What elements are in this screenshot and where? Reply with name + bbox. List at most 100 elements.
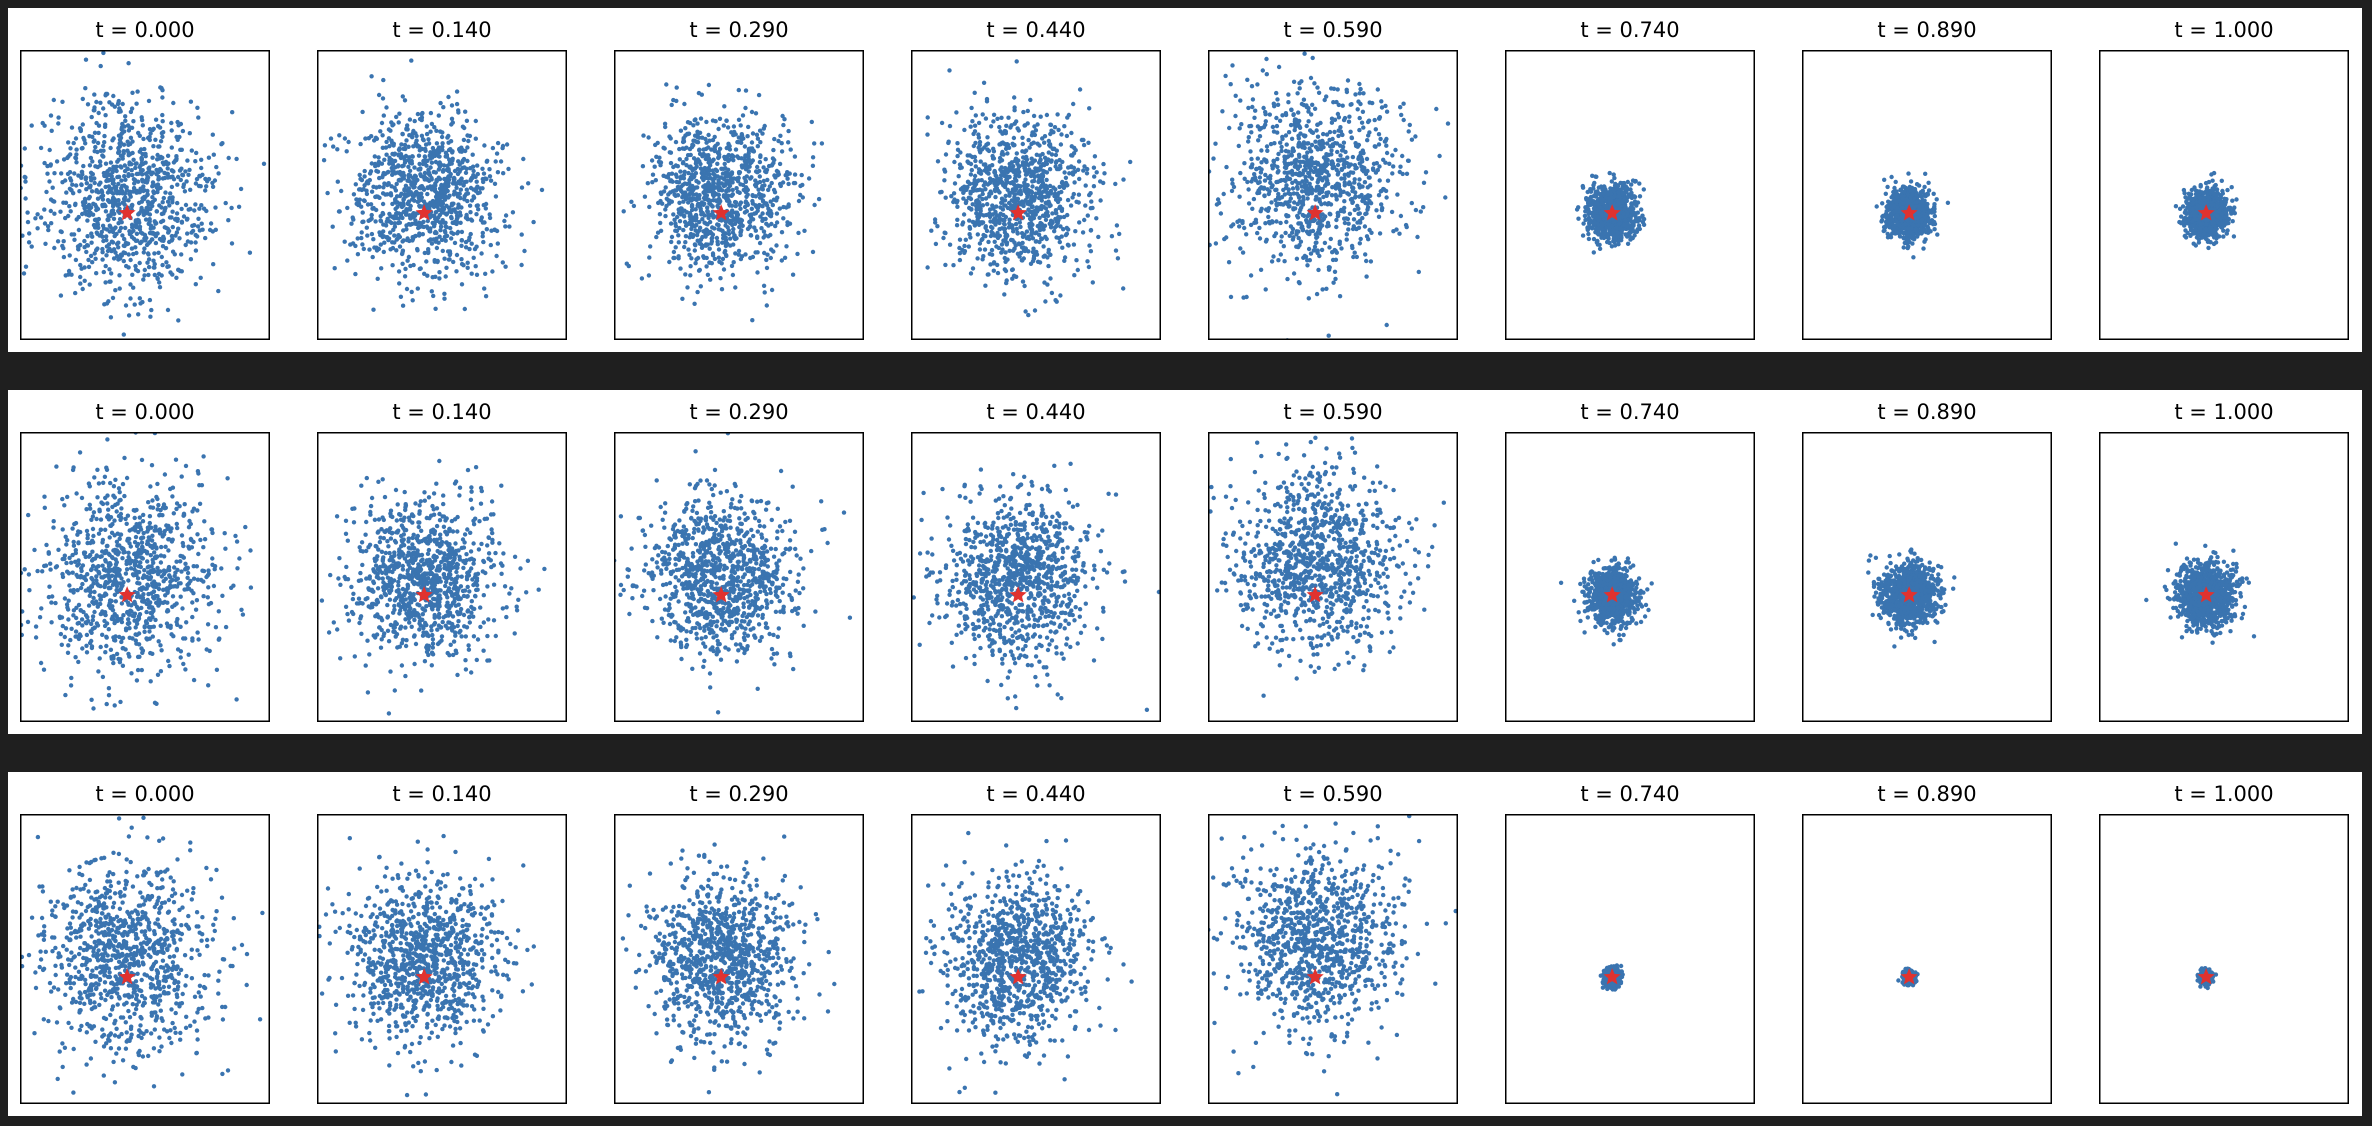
scatter-point xyxy=(677,225,682,231)
scatter-point xyxy=(116,198,121,203)
scatter-point xyxy=(1312,106,1318,111)
scatter-point xyxy=(199,165,204,171)
scatter-point xyxy=(1292,117,1298,122)
scatter-point xyxy=(1333,248,1338,254)
scatter-point xyxy=(355,236,360,241)
scatter-point xyxy=(459,238,464,243)
scatter-point xyxy=(1318,120,1323,126)
scatter-point xyxy=(1371,161,1377,166)
scatter-point xyxy=(981,254,986,259)
scatter-point xyxy=(104,227,110,232)
scatter-point xyxy=(1040,173,1046,178)
scatter-point xyxy=(1063,175,1069,180)
scatter-point xyxy=(995,116,1000,122)
scatter-point xyxy=(151,144,156,149)
scatter-point xyxy=(449,116,455,122)
scatter-point xyxy=(408,263,413,269)
scatter-point xyxy=(1293,157,1299,163)
scatter-point xyxy=(1062,124,1067,129)
scatter-point xyxy=(756,92,762,98)
scatter-point xyxy=(1085,213,1090,218)
scatter-point xyxy=(1350,170,1356,175)
scatter-point xyxy=(480,234,485,239)
scatter-point xyxy=(450,150,455,155)
scatter-point xyxy=(779,149,785,154)
scatter-point xyxy=(991,260,997,265)
scatter-point xyxy=(1307,171,1312,176)
scatter-point xyxy=(1262,178,1268,183)
scatter-point xyxy=(1002,226,1008,232)
scatter-point xyxy=(493,159,498,164)
scatter-point xyxy=(1391,164,1396,169)
scatter-point xyxy=(1042,280,1047,285)
scatter-point xyxy=(1369,230,1374,235)
scatter-point xyxy=(1365,168,1370,174)
scatter-point xyxy=(1048,276,1053,281)
scatter-point xyxy=(1341,189,1346,194)
scatter-point xyxy=(1384,109,1390,114)
scatter-point xyxy=(459,229,465,235)
scatter-point xyxy=(195,105,200,110)
scatter-point xyxy=(457,162,462,167)
scatter-point xyxy=(967,218,972,223)
scatter-point xyxy=(695,238,700,243)
scatter-point xyxy=(93,256,98,261)
scatter-point xyxy=(682,214,687,219)
scatter-point xyxy=(406,164,411,169)
scatter-point xyxy=(429,121,435,127)
scatter-point xyxy=(495,140,501,146)
scatter-point xyxy=(994,174,999,179)
scatter-point xyxy=(683,240,688,245)
scatter-point xyxy=(90,134,95,139)
scatter-point xyxy=(141,188,146,194)
scatter-point xyxy=(21,271,27,276)
scatter-point xyxy=(421,138,426,143)
scatter-point xyxy=(110,208,116,213)
scatter-point xyxy=(391,169,396,174)
scatter-point xyxy=(1387,161,1392,166)
scatter-point xyxy=(146,257,152,262)
scatter-point xyxy=(722,104,727,109)
scatter-point xyxy=(1038,164,1043,169)
scatter-point xyxy=(337,133,342,138)
scatter-point xyxy=(130,225,135,230)
scatter-point xyxy=(764,303,769,308)
scatter-point xyxy=(1320,287,1325,292)
scatter-point xyxy=(1088,191,1093,196)
scatter-point xyxy=(1064,133,1070,139)
scatter-point xyxy=(714,192,719,197)
scatter-point xyxy=(432,213,437,218)
scatter-point xyxy=(165,307,171,313)
scatter-point xyxy=(1218,211,1224,216)
scatter-point xyxy=(1284,214,1290,219)
scatter-point xyxy=(461,182,466,187)
scatter-point xyxy=(25,219,31,225)
scatter-point xyxy=(1353,194,1358,199)
scatter-point xyxy=(146,201,152,207)
scatter-point xyxy=(1283,230,1288,236)
scatter-point xyxy=(1332,269,1338,274)
scatter-point xyxy=(1094,216,1099,221)
scatter-point xyxy=(90,212,96,217)
scatter-point xyxy=(1049,290,1055,296)
scatter-point xyxy=(1066,243,1071,248)
scatter-point xyxy=(108,213,113,219)
scatter-point xyxy=(155,157,160,162)
scatter-point xyxy=(1275,97,1280,102)
scatter-point xyxy=(705,242,710,247)
scatter-point xyxy=(1239,122,1244,127)
scatter-point xyxy=(1038,114,1043,119)
scatter-point xyxy=(196,115,201,120)
scatter-point xyxy=(354,197,359,202)
scatter-point xyxy=(1040,223,1045,229)
scatter-point xyxy=(127,125,132,130)
scatter-point xyxy=(435,153,440,158)
scatter-point xyxy=(1310,55,1315,61)
scatter-point xyxy=(951,191,957,196)
scatter-point xyxy=(369,189,375,194)
scatter-point xyxy=(398,193,403,199)
scatter-point xyxy=(738,256,744,262)
scatter-point xyxy=(721,193,727,198)
scatter-point xyxy=(401,238,406,243)
scatter-point xyxy=(692,166,698,171)
